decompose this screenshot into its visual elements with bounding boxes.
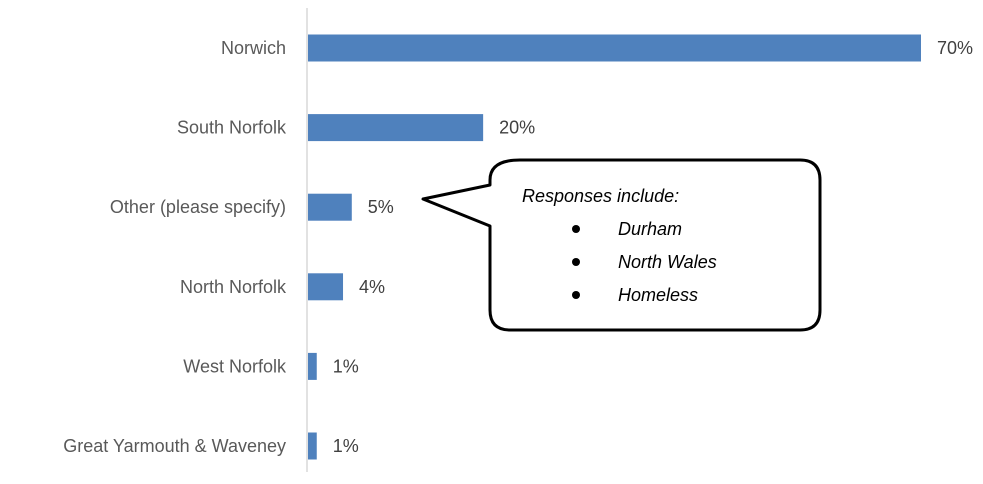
data-label: 70% (937, 38, 973, 58)
bar (308, 114, 484, 142)
data-label: 4% (359, 277, 385, 297)
category-tick-label: North Norfolk (180, 277, 287, 297)
data-label: 20% (499, 118, 535, 138)
bar (308, 193, 352, 221)
category-tick-label: Other (please specify) (110, 197, 286, 217)
data-label: 5% (368, 197, 394, 217)
bar (308, 432, 317, 460)
data-label: 1% (333, 436, 359, 456)
category-tick-label: West Norfolk (183, 356, 287, 376)
bar (308, 352, 317, 380)
bar (308, 34, 921, 62)
category-tick-label: Great Yarmouth & Waveney (63, 436, 286, 456)
bar (308, 273, 344, 301)
category-tick-label: South Norfolk (177, 118, 287, 138)
data-label: 1% (333, 356, 359, 376)
category-tick-label: Norwich (221, 38, 286, 58)
